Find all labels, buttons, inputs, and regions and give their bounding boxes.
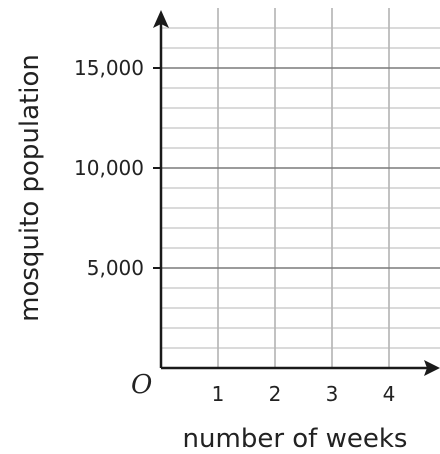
x-tick-label-1: 1 bbox=[212, 382, 225, 406]
x-tick-labels: 1 2 3 4 bbox=[212, 382, 396, 406]
x-axis-title: number of weeks bbox=[183, 424, 408, 454]
x-tick-label-4: 4 bbox=[383, 382, 396, 406]
y-axis-title: mosquito population bbox=[15, 54, 45, 322]
x-axis bbox=[161, 360, 440, 376]
horizontal-gridlines bbox=[153, 27, 440, 349]
y-axis bbox=[153, 10, 169, 368]
origin-label: O bbox=[131, 370, 152, 400]
y-tick-label-15,000: 15,000 bbox=[74, 56, 144, 80]
y-tick-labels: 5,000 10,000 15,000 bbox=[74, 56, 144, 280]
y-axis-arrow bbox=[153, 10, 169, 28]
y-tick-label-10,000: 10,000 bbox=[74, 156, 144, 180]
y-tick-label-5,000: 5,000 bbox=[87, 256, 144, 280]
x-tick-label-2: 2 bbox=[269, 382, 282, 406]
x-axis-arrow bbox=[424, 360, 440, 376]
x-tick-label-3: 3 bbox=[326, 382, 339, 406]
